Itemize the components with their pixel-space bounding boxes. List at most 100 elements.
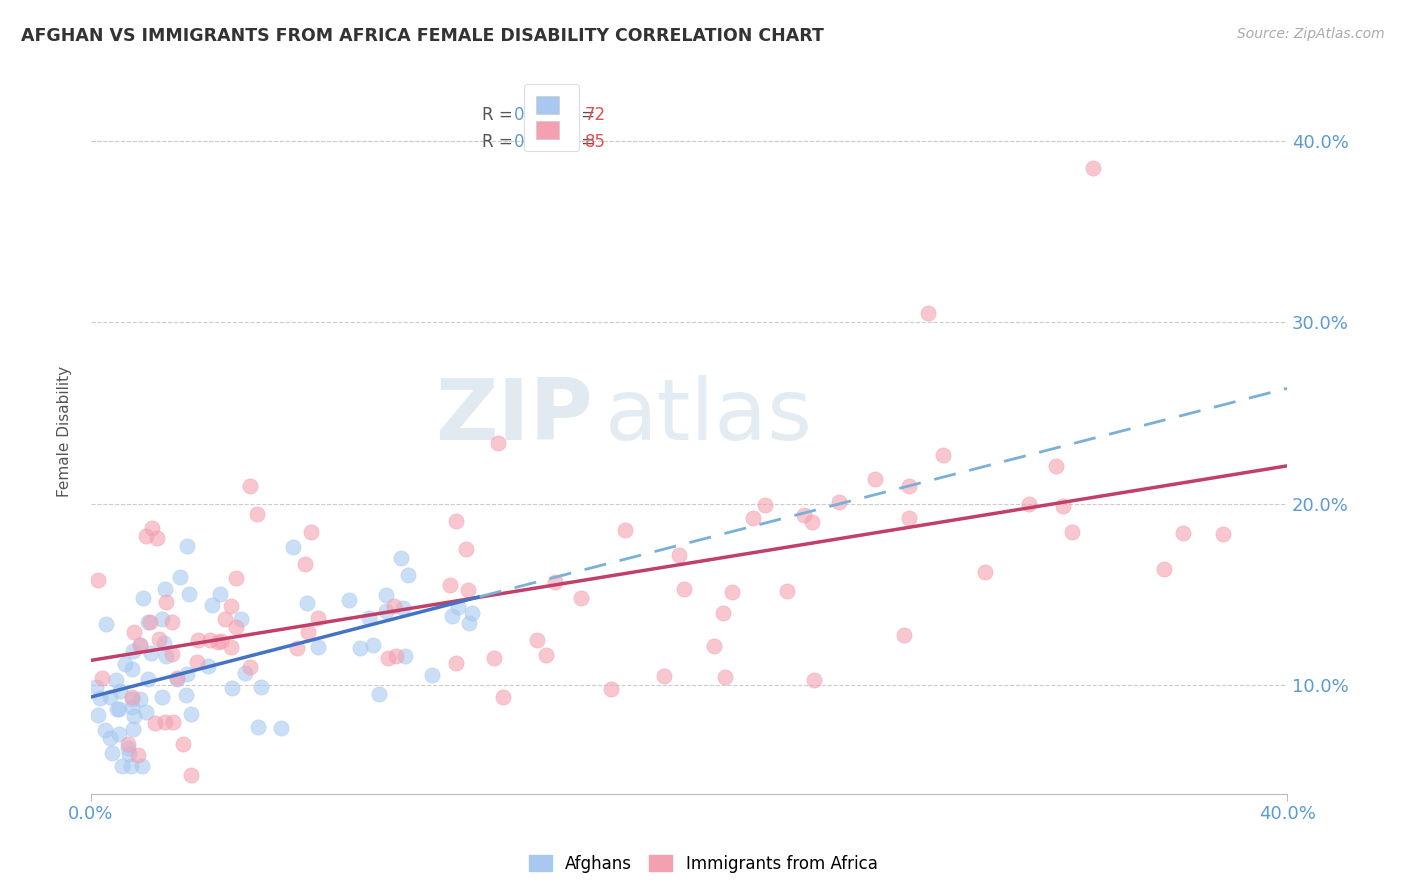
Point bbox=[544, 575, 567, 590]
Point bbox=[105, 673, 128, 688]
Point bbox=[197, 658, 219, 673]
Point bbox=[270, 722, 292, 736]
Point bbox=[233, 665, 256, 680]
Point bbox=[461, 606, 484, 620]
Point bbox=[569, 591, 592, 606]
Point bbox=[486, 436, 509, 450]
Legend: Afghans, Immigrants from Africa: Afghans, Immigrants from Africa bbox=[522, 848, 884, 880]
Point bbox=[135, 706, 157, 720]
Point bbox=[98, 731, 121, 746]
Point bbox=[121, 690, 143, 704]
Point bbox=[444, 656, 467, 670]
Text: R =: R = bbox=[482, 106, 517, 124]
Point bbox=[155, 595, 177, 609]
Point bbox=[122, 644, 145, 658]
Point bbox=[917, 306, 939, 320]
Point bbox=[754, 498, 776, 512]
Point bbox=[121, 662, 143, 676]
Point bbox=[1173, 526, 1195, 541]
Point bbox=[155, 649, 177, 664]
Point bbox=[599, 682, 621, 697]
Point bbox=[160, 647, 183, 661]
Point bbox=[1081, 161, 1104, 176]
Point bbox=[285, 640, 308, 655]
Point bbox=[166, 671, 188, 685]
Point bbox=[91, 671, 114, 685]
Point bbox=[974, 565, 997, 579]
Point bbox=[150, 690, 173, 705]
Point bbox=[141, 521, 163, 535]
Point bbox=[391, 601, 413, 615]
Point bbox=[150, 612, 173, 626]
Text: Source: ZipAtlas.com: Source: ZipAtlas.com bbox=[1237, 27, 1385, 41]
Point bbox=[114, 657, 136, 672]
Point bbox=[742, 511, 765, 525]
Point bbox=[139, 646, 162, 660]
Text: 85: 85 bbox=[585, 134, 606, 152]
Point bbox=[219, 640, 242, 654]
Point bbox=[89, 690, 111, 705]
Point bbox=[349, 641, 371, 656]
Point bbox=[108, 701, 131, 715]
Point bbox=[162, 714, 184, 729]
Point bbox=[238, 478, 260, 492]
Text: R =: R = bbox=[482, 134, 517, 152]
Point bbox=[111, 759, 134, 773]
Point bbox=[129, 691, 152, 706]
Text: ZIP: ZIP bbox=[436, 376, 593, 458]
Text: N =: N = bbox=[553, 134, 600, 152]
Point bbox=[87, 707, 110, 722]
Point bbox=[307, 611, 329, 625]
Point bbox=[209, 586, 232, 600]
Point bbox=[893, 628, 915, 642]
Point bbox=[801, 515, 824, 529]
Point bbox=[247, 720, 270, 734]
Point bbox=[793, 508, 815, 522]
Point bbox=[457, 583, 479, 598]
Point bbox=[363, 638, 385, 652]
Point bbox=[668, 548, 690, 562]
Point bbox=[457, 615, 479, 630]
Point bbox=[337, 592, 360, 607]
Point bbox=[143, 716, 166, 731]
Point bbox=[307, 640, 329, 655]
Point bbox=[148, 632, 170, 646]
Point bbox=[713, 670, 735, 684]
Point bbox=[94, 723, 117, 738]
Point bbox=[720, 585, 742, 599]
Point bbox=[139, 615, 162, 629]
Point bbox=[898, 510, 921, 524]
Point bbox=[225, 620, 247, 634]
Point bbox=[394, 648, 416, 663]
Point bbox=[526, 632, 548, 647]
Point bbox=[169, 570, 191, 584]
Point bbox=[652, 669, 675, 683]
Point bbox=[803, 673, 825, 687]
Point bbox=[176, 667, 198, 681]
Point bbox=[211, 633, 233, 648]
Legend: , : , bbox=[524, 84, 579, 152]
Point bbox=[246, 507, 269, 521]
Point bbox=[295, 596, 318, 610]
Point bbox=[131, 759, 153, 773]
Point bbox=[491, 690, 513, 704]
Point bbox=[673, 582, 696, 596]
Point bbox=[166, 672, 188, 686]
Point bbox=[207, 635, 229, 649]
Point bbox=[146, 531, 169, 545]
Point bbox=[136, 615, 159, 629]
Point bbox=[105, 701, 128, 715]
Point bbox=[135, 529, 157, 543]
Point bbox=[932, 448, 955, 462]
Point bbox=[420, 668, 443, 682]
Text: 0.076: 0.076 bbox=[515, 106, 561, 124]
Point bbox=[828, 495, 851, 509]
Point bbox=[439, 578, 461, 592]
Point bbox=[357, 611, 380, 625]
Point bbox=[155, 714, 177, 729]
Point bbox=[238, 660, 260, 674]
Point bbox=[179, 768, 201, 782]
Point bbox=[187, 632, 209, 647]
Point bbox=[186, 655, 208, 669]
Point bbox=[84, 680, 107, 694]
